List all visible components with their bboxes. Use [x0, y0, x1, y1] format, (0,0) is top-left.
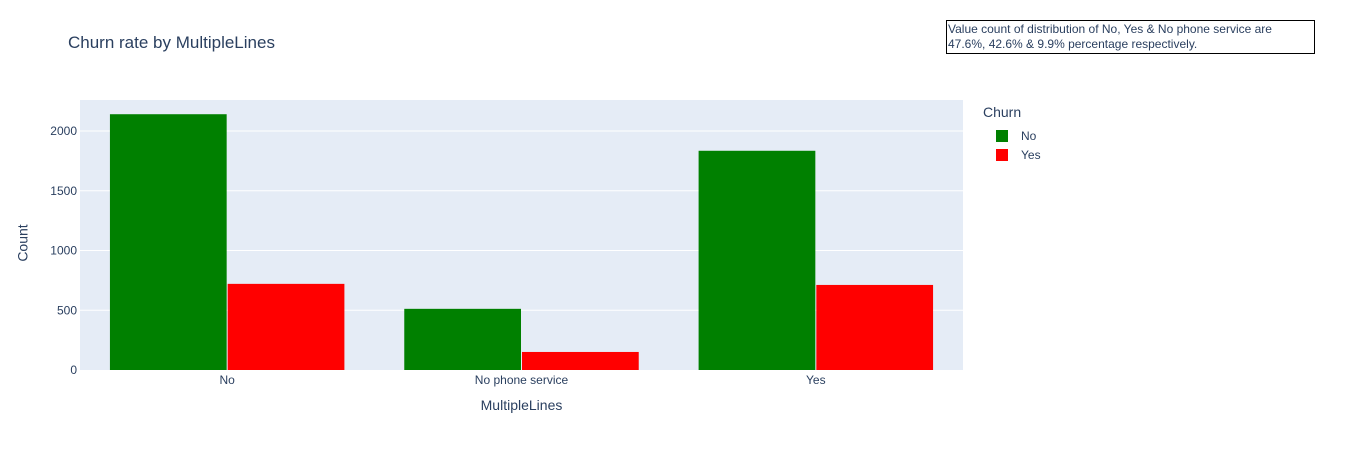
- x-tick-label-0: No: [219, 373, 235, 387]
- plot-background: [80, 100, 963, 370]
- x-tick-label-2: Yes: [806, 373, 826, 387]
- bar-no-2: [698, 150, 816, 370]
- legend: Churn No Yes: [983, 104, 1041, 164]
- legend-label-no: No: [1021, 128, 1037, 143]
- legend-label-yes: Yes: [1021, 147, 1041, 162]
- legend-title: Churn: [983, 104, 1022, 120]
- annotation-line-2: 47.6%, 42.6% & 9.9% percentage respectiv…: [948, 37, 1198, 51]
- x-axis-label: MultipleLines: [481, 397, 563, 413]
- x-tick-label-1: No phone service: [475, 373, 569, 387]
- y-tick-label-0: 0: [70, 363, 77, 377]
- y-tick-label-4: 2000: [50, 124, 77, 138]
- legend-item-no[interactable]: No: [983, 126, 1041, 145]
- legend-swatch-no: [996, 129, 1008, 142]
- bar-yes-2: [816, 284, 934, 370]
- chart-title: Churn rate by MultipleLines: [68, 33, 275, 52]
- y-tick-label-1: 500: [57, 303, 77, 317]
- y-axis-label: Count: [14, 224, 31, 262]
- bar-no-0: [109, 114, 227, 370]
- y-tick-label-2: 1000: [50, 244, 77, 258]
- bar-yes-1: [522, 351, 639, 370]
- legend-item-yes[interactable]: Yes: [983, 145, 1041, 164]
- annotation-line-1: Value count of distribution of No, Yes &…: [948, 22, 1272, 36]
- y-tick-label-3: 1500: [50, 184, 77, 198]
- bar-yes-0: [227, 283, 345, 370]
- legend-swatch-yes: [996, 148, 1008, 161]
- annotation-box: Value count of distribution of No, Yes &…: [946, 20, 1315, 54]
- bar-no-1: [404, 308, 521, 370]
